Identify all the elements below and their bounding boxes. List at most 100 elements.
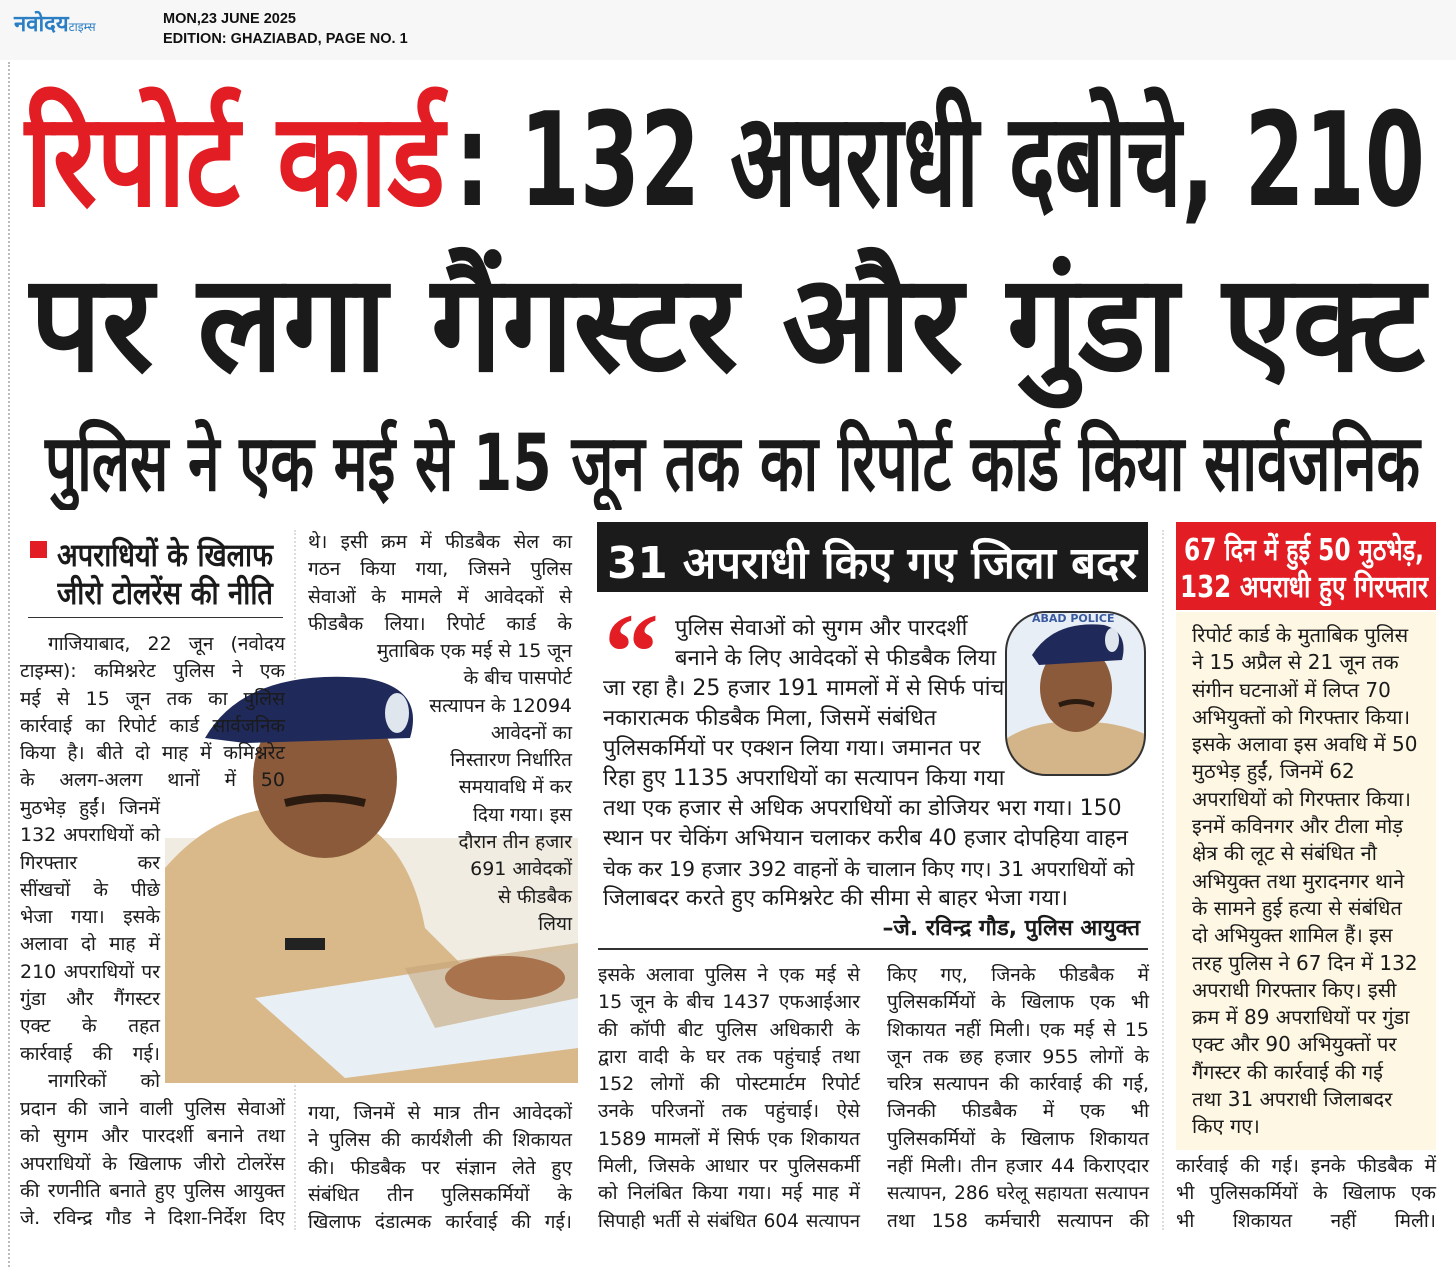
text-line: थे। इसी क्रम में फीडबैक सेल का bbox=[308, 531, 572, 553]
text-line: स्थान पर चेकिंग अभियान चलाकर करीब 40 हजा… bbox=[603, 826, 1128, 851]
text-line: तथा एक हजार से अधिक अपराधियों का डोजियर … bbox=[603, 796, 1122, 821]
edition-page: EDITION: GHAZIABAD, PAGE NO. 1 bbox=[163, 31, 408, 47]
banner-title: 31 अपराधी किए गए जिला बदर bbox=[607, 537, 1139, 588]
text-line: मुठभेड़ हुईं। जिनमें bbox=[20, 797, 160, 819]
text-line: सींखचों के पीछे bbox=[20, 878, 160, 901]
text-line: अभियुक्त तथा मुरादनगर थाने bbox=[1192, 868, 1405, 893]
text-line: टाइम्स): कमिश्नरेट पुलिस ने एक bbox=[20, 660, 285, 683]
text-line: गुंडा और गैंगस्टर bbox=[20, 988, 160, 1011]
text-line: फीडबैक लिया। रिपोर्ट कार्ड के bbox=[308, 612, 572, 635]
sidebar-heading-line: 67 दिन में हुई 50 मुठभेड़, bbox=[1184, 532, 1424, 571]
sidebar-heading-line: 132 अपराधी हुए गिरफ्तार bbox=[1180, 569, 1429, 606]
text-line: भी शिकायत नहीं मिली। bbox=[1176, 1209, 1436, 1232]
text-line: ने पुलिस की कार्यशैली की शिकायत bbox=[308, 1129, 572, 1152]
story-column: किए गए, जिनके फीडबैक में पुलिसकर्मियों के… bbox=[887, 962, 1149, 1235]
text-line: की कॉपी बीट पुलिस अधिकारी के bbox=[598, 1018, 860, 1041]
headline-line2: पर लगा गैंगस्टर और गुंडा एक्ट bbox=[27, 245, 1429, 409]
text-line: किया है। बीते दो माह में कमिश्नरेट bbox=[20, 742, 285, 765]
story-column: गया, जिनमें से मात्र तीन आवेदकों ने पुलिस… bbox=[308, 1100, 572, 1236]
text-line: कार्रवाई की गई। इनके फीडबैक में bbox=[1176, 1155, 1436, 1177]
section-banner bbox=[597, 522, 1148, 592]
text-line: भी पुलिसकर्मियों के खिलाफ एक bbox=[1176, 1182, 1436, 1205]
text-line: दो अभियुक्त शामिल हैं। इस bbox=[1192, 923, 1393, 948]
text-line: आवेदनों का bbox=[490, 721, 572, 744]
kicker-heading: अपराधियों के खिलाफ जीरो टोलरेंस की नीति bbox=[57, 536, 274, 612]
text-line: मुठभेड़ हुईं, जिनमें 62 bbox=[1192, 759, 1355, 784]
logo-main: नवोदय bbox=[14, 12, 69, 37]
divider bbox=[598, 948, 1148, 950]
text-line: कार्रवाई का रिपोर्ट कार्ड सार्वजनिक bbox=[20, 714, 285, 737]
text-line: कार्रवाई की गई। bbox=[20, 1042, 160, 1065]
text-line: सिपाही भर्ती से संबंधित 604 सत्यापन bbox=[598, 1210, 860, 1232]
banner-heading: 31 अपराधी किए गए जिला बदर bbox=[607, 537, 1139, 588]
text-line: पुलिसकर्मियों पर एक्शन लिया गया। जमानत प… bbox=[603, 736, 981, 761]
text-line: को सुगम और पारदर्शी बनाने तथा bbox=[20, 1125, 285, 1148]
police-commissioner-photo bbox=[165, 676, 578, 1083]
text-line: जे. रविन्द्र गौड ने दिशा-निर्देश दिए bbox=[20, 1207, 285, 1230]
text-line: प्रदान की जाने वाली पुलिस सेवाओं bbox=[20, 1098, 285, 1120]
text-line: 691 आवेदकों bbox=[470, 858, 572, 881]
text-line: तथा 31 अपराधी जिलाबदर bbox=[1192, 1087, 1393, 1112]
text-line: की रणनीति बनाते हुए पुलिस आयुक्त bbox=[20, 1179, 285, 1202]
text-line: गैंगस्टर की कार्रवाई की गई bbox=[1192, 1059, 1383, 1084]
subheadline: पुलिस ने एक मई से 15 जून तक का रिपोर्ट क… bbox=[44, 418, 1423, 510]
text-line: चरित्र सत्यापन की कार्रवाई की गई, bbox=[887, 1073, 1149, 1096]
portrait-backdrop-text: ABAD POLICE bbox=[1032, 612, 1114, 625]
headline-rest: : 132 अपराधी दबोचे, 210 bbox=[455, 84, 1425, 236]
divider bbox=[28, 617, 283, 618]
text-line: भेजा गया। इसके bbox=[20, 906, 160, 929]
text-line: एक्ट और 90 अभियुक्तों पर bbox=[1192, 1032, 1397, 1057]
text-line: नागरिकों को bbox=[48, 1069, 160, 1092]
text-line: मुताबिक एक मई से 15 जून bbox=[376, 640, 572, 662]
svg-text:“: “ bbox=[604, 615, 659, 667]
text-line: संगीन घटनाओं में लिप्त 70 bbox=[1192, 677, 1391, 702]
text-line: तथा 158 कर्मचारी सत्यापन की bbox=[887, 1209, 1149, 1232]
text-line: लिया bbox=[538, 912, 572, 935]
text-line: गया, जिनमें से मात्र तीन आवेदकों bbox=[308, 1102, 572, 1124]
newspaper-logo: नवोदयटाइम्स bbox=[14, 8, 96, 38]
text-line: 15 जून के बीच 1437 एफआईआर bbox=[598, 991, 860, 1014]
text-line: जिनकी फीडबैक में एक भी bbox=[887, 1100, 1149, 1123]
text-line: रिहा हुए 1135 अपराधियों का सत्यापन किया … bbox=[603, 766, 1005, 791]
story-column: प्रदान की जाने वाली पुलिस सेवाओं को सुगम … bbox=[20, 1096, 285, 1232]
text-line: के बीच पासपोर्ट bbox=[463, 667, 572, 690]
edition-date: MON,23 JUNE 2025 bbox=[163, 11, 296, 27]
text-line: उनके परिजनों तक पहुंचाई। ऐसे bbox=[598, 1100, 860, 1123]
text-line: अपराधियों के खिलाफ जीरो टोलरेंस bbox=[20, 1152, 285, 1175]
story-column: मुठभेड़ हुईं। जिनमें 132 अपराधियों को गिरफ… bbox=[20, 795, 160, 1095]
text-line: सत्यापन, 286 घरेलू सहायता सत्यापन bbox=[887, 1183, 1149, 1205]
text-line: अपराधियों को गिरफ्तार किया। bbox=[1192, 786, 1411, 811]
text-line: की। फीडबैक पर संज्ञान लेते हुए bbox=[308, 1156, 572, 1179]
sidebar-box bbox=[1176, 612, 1436, 1150]
text-line: 132 अपराधियों को bbox=[20, 824, 160, 847]
text-line: दौरान तीन हजार bbox=[458, 831, 572, 854]
text-line: जून तक छह हजार 955 लोगों के bbox=[887, 1045, 1149, 1068]
text-line: अभियुक्तों को गिरफ्तार किया। bbox=[1192, 704, 1411, 729]
text-line: किए गए, जिनके फीडबैक में bbox=[887, 964, 1149, 986]
text-line: अपराधी गिरफ्तार किए। इसी bbox=[1192, 977, 1397, 1002]
logo-sub: टाइम्स bbox=[68, 20, 96, 34]
text-line: अलावा दो माह में bbox=[20, 933, 160, 956]
text-line: खिलाफ दंडात्मक कार्रवाई की गई। bbox=[308, 1211, 572, 1234]
text-line: मई से 15 जून तक का पुलिस bbox=[20, 687, 285, 710]
text-line: क्षेत्र की लूट से संबंधित नौ bbox=[1192, 841, 1377, 866]
kicker-bullet bbox=[30, 541, 47, 558]
kicker-line: जीरो टोलरेंस की नीति bbox=[57, 574, 274, 612]
text-line: किए गए। bbox=[1192, 1114, 1260, 1139]
text-line: गाजियाबाद, 22 जून (नवोदय bbox=[48, 633, 285, 655]
masthead-bar: नवोदयटाइम्स MON,23 JUNE 2025 EDITION: GH… bbox=[0, 0, 1456, 60]
text-line: बनाने के लिए आवेदकों से फीडबैक लिया bbox=[675, 646, 997, 671]
text-line: पुलिस सेवाओं को सुगम और पारदर्शी bbox=[675, 616, 968, 641]
story-column: मुताबिक एक मई से 15 जून के बीच पासपोर्ट सत… bbox=[308, 638, 572, 938]
text-line: चेक कर 19 हजार 392 वाहनों के चालान किए ग… bbox=[603, 857, 1135, 881]
text-line: जिलाबदर करते हुए कमिश्नरेट की सीमा से बा… bbox=[603, 886, 1068, 911]
text-line: गिरफ्तार कर bbox=[20, 851, 160, 874]
text-line: शिकायत नहीं मिली। एक मई से 15 bbox=[887, 1018, 1149, 1041]
text-line: निस्तारण निर्धारित bbox=[450, 749, 572, 772]
sidebar-heading: 67 दिन में हुई 50 मुठभेड़, 132 अपराधी हु… bbox=[1180, 532, 1429, 606]
text-line: संबंधित तीन पुलिसकर्मियों के bbox=[308, 1183, 572, 1206]
text-line: के सामने हुई हत्या से संबंधित bbox=[1192, 895, 1402, 920]
text-line: पुलिसकर्मियों के खिलाफ एक भी bbox=[887, 991, 1149, 1014]
text-line: इसके अलावा पुलिस ने एक मई से bbox=[598, 964, 860, 986]
edition-info: MON,23 JUNE 2025 EDITION: GHAZIABAD, PAG… bbox=[163, 9, 408, 49]
